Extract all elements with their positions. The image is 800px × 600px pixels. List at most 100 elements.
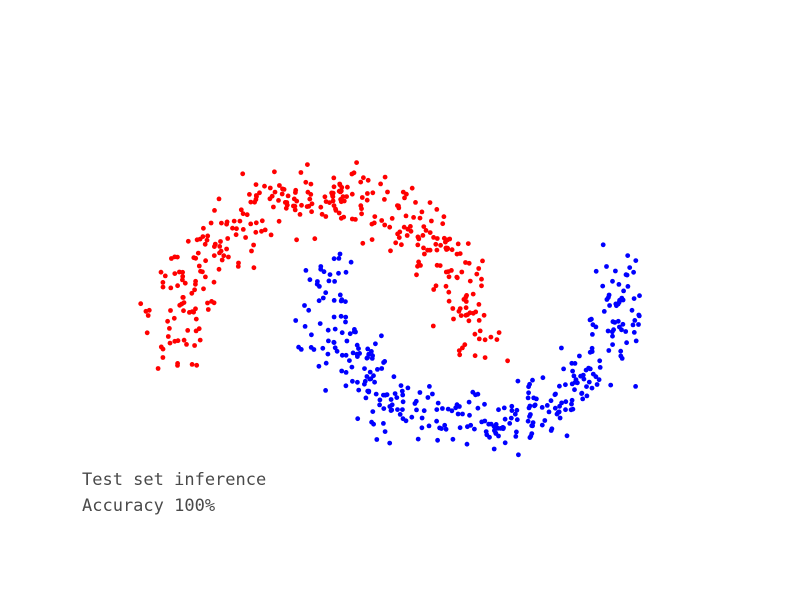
red-point — [430, 323, 436, 329]
red-point — [216, 266, 222, 272]
red-point — [303, 179, 309, 185]
blue-point — [309, 332, 314, 338]
red-point — [480, 258, 485, 264]
blue-point — [509, 403, 515, 409]
red-point — [231, 218, 237, 224]
blue-point — [435, 437, 440, 443]
blue-point — [363, 395, 369, 401]
red-point — [309, 209, 314, 215]
blue-point — [556, 409, 562, 415]
red-point — [212, 241, 218, 247]
red-point — [427, 200, 433, 206]
red-point — [378, 181, 383, 187]
blue-point — [577, 353, 582, 359]
blue-point — [475, 405, 481, 411]
red-point — [225, 236, 231, 241]
blue-point — [515, 378, 521, 384]
red-point — [466, 260, 472, 266]
blue-point — [637, 293, 642, 299]
blue-point — [414, 407, 419, 413]
blue-point — [409, 414, 415, 420]
blue-point — [336, 256, 342, 261]
red-point — [353, 217, 358, 222]
red-point — [226, 254, 231, 260]
red-point — [488, 334, 494, 340]
red-point — [441, 214, 447, 220]
blue-point — [317, 321, 323, 326]
blue-point — [343, 352, 349, 358]
blue-point — [610, 278, 615, 284]
red-point — [443, 283, 449, 289]
annotation-test-set: Test set inference — [82, 470, 267, 490]
blue-point — [343, 319, 348, 325]
blue-point — [605, 328, 611, 334]
blue-point — [400, 407, 405, 412]
blue-point — [377, 397, 383, 403]
blue-point — [350, 378, 355, 384]
blue-point — [539, 422, 545, 428]
blue-point — [530, 377, 535, 383]
blue-point — [445, 406, 451, 412]
red-point — [463, 299, 469, 304]
red-point — [382, 197, 387, 202]
red-point — [369, 237, 375, 243]
blue-point — [579, 390, 585, 396]
blue-point — [293, 318, 299, 323]
red-point — [423, 228, 429, 233]
red-point — [285, 193, 291, 199]
blue-point — [460, 411, 465, 417]
red-point — [402, 195, 407, 201]
blue-point — [544, 403, 550, 408]
blue-point — [475, 391, 481, 397]
red-point — [307, 196, 313, 202]
red-point — [280, 186, 285, 192]
red-point — [459, 269, 465, 275]
red-point — [472, 353, 478, 359]
red-point — [254, 194, 259, 199]
blue-point — [437, 425, 442, 431]
red-point — [345, 184, 350, 190]
red-point — [298, 170, 304, 175]
blue-point — [590, 322, 596, 328]
blue-point — [331, 298, 337, 303]
red-point — [416, 259, 421, 265]
red-point — [143, 308, 149, 314]
red-point — [193, 281, 198, 287]
red-point — [203, 274, 208, 280]
red-point — [165, 334, 171, 339]
blue-point — [387, 404, 393, 409]
red-point — [217, 250, 222, 256]
red-point — [338, 215, 344, 221]
red-point — [403, 213, 409, 219]
red-point — [457, 306, 463, 311]
red-point — [272, 189, 278, 195]
red-point — [419, 209, 425, 215]
blue-point — [636, 322, 641, 327]
red-point — [336, 210, 342, 216]
red-point — [196, 263, 202, 269]
blue-point — [318, 264, 324, 269]
blue-point — [387, 440, 393, 446]
blue-point — [417, 390, 423, 395]
red-point — [395, 203, 400, 209]
blue-point — [589, 316, 594, 322]
red-point — [185, 238, 191, 244]
red-point — [160, 280, 166, 285]
red-point — [409, 185, 415, 191]
blue-point — [426, 423, 432, 429]
red-point — [401, 224, 407, 230]
red-point — [205, 233, 211, 239]
blue-point — [548, 398, 554, 404]
red-point — [454, 251, 460, 257]
blue-point — [569, 397, 575, 403]
blue-point — [542, 418, 548, 423]
blue-point — [325, 351, 331, 357]
red-point — [331, 184, 337, 190]
red-point — [323, 214, 329, 219]
red-point — [185, 328, 191, 333]
red-point — [138, 301, 144, 307]
red-point — [418, 263, 423, 268]
red-point — [431, 235, 436, 240]
red-point — [505, 358, 510, 364]
red-point — [253, 220, 259, 226]
